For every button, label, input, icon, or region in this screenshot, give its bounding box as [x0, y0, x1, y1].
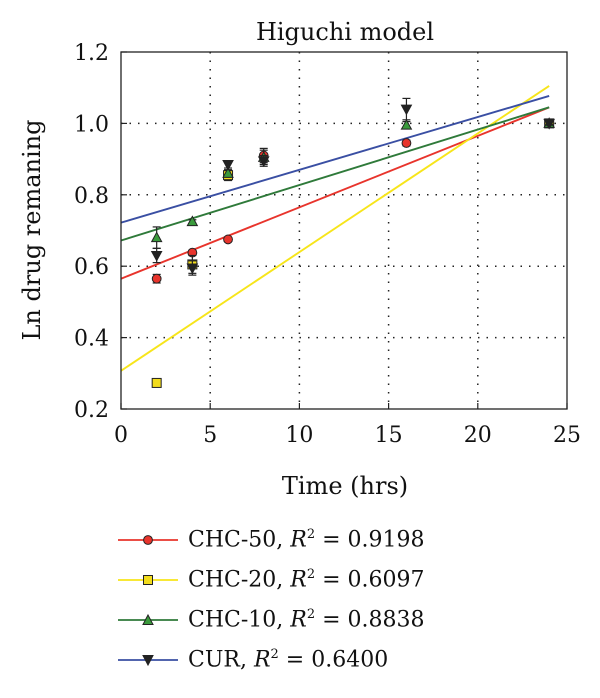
legend-label-cur: CUR, R2 = 0.6400 — [188, 647, 389, 673]
fit-lines — [120, 85, 550, 372]
data-point-cur — [257, 156, 270, 168]
fit-line-chc-50 — [120, 106, 550, 280]
legend-marker-cur — [142, 655, 154, 667]
data-point-cur — [222, 159, 234, 171]
legend-label-chc-20: CHC-20, R2 = 0.6097 — [188, 567, 425, 593]
data-point-chc-50 — [223, 234, 233, 245]
legend-item-cur: CUR, R2 = 0.6400 — [118, 640, 478, 680]
legend-sup-chc-10: 2 — [306, 607, 316, 623]
y-tick-label: 0.2 — [74, 398, 109, 423]
x-axis-label: Time (hrs) — [282, 472, 408, 500]
data-point-chc-10 — [222, 167, 234, 178]
legend-item-chc-10: CHC-10, R2 = 0.8838 — [118, 600, 478, 640]
legend-sup-cur: 2 — [270, 647, 279, 663]
y-axis-label: Ln drug remaning — [18, 119, 46, 340]
legend-marker-chc-10 — [142, 613, 154, 625]
legend-swatch-chc-10 — [118, 613, 178, 625]
fit-line-cur — [120, 95, 550, 224]
plot-frame — [120, 51, 568, 410]
legend-name-chc-50: CHC-50 — [188, 527, 277, 553]
x-tick-label: 5 — [203, 423, 217, 448]
grid-layer — [121, 52, 567, 409]
data-point-cur — [543, 118, 556, 130]
y-tick-label: 0.8 — [74, 184, 109, 209]
legend-item-chc-20: CHC-20, R2 = 0.6097 — [118, 560, 478, 600]
legend-r-chc-10: R — [290, 607, 307, 633]
legend-label-chc-50: CHC-50, R2 = 0.9198 — [188, 527, 425, 553]
data-point-chc-50 — [151, 273, 162, 284]
axis-ticks: 0 5 10 15 20 25 0.2 0.4 0.6 0.8 1.0 1.2 — [74, 41, 581, 448]
data-point-cur — [186, 263, 199, 275]
legend-r-chc-50: R — [290, 527, 307, 553]
higuchi-chart: Higuchi model 0 5 10 15 20 25 0.2 0.4 0.6 0.8 1.0 1… — [18, 18, 581, 500]
data-point-chc-10 — [150, 231, 163, 243]
legend-name-cur: CUR — [188, 647, 240, 673]
legend: CHC-50, R2 = 0.9198 CHC-20, R2 = 0.6097 … — [118, 520, 478, 680]
x-tick-label: 15 — [375, 423, 403, 448]
legend-name-chc-10: CHC-10 — [188, 607, 277, 633]
legend-item-chc-50: CHC-50, R2 = 0.9198 — [118, 520, 478, 560]
legend-sup-chc-20: 2 — [306, 567, 316, 583]
data-point-chc-10 — [186, 215, 199, 227]
data-point-chc-10 — [400, 118, 413, 130]
data-point-cur — [400, 104, 413, 116]
x-tick-label: 0 — [114, 423, 128, 448]
data-point-chc-20 — [151, 377, 162, 388]
data-point-cur — [150, 250, 163, 262]
legend-name-chc-20: CHC-20 — [188, 567, 277, 593]
legend-value-cur: = 0.6400 — [278, 647, 389, 673]
legend-swatch-chc-50 — [118, 535, 178, 545]
x-tick-label: 20 — [464, 423, 492, 448]
legend-value-chc-20: = 0.6097 — [315, 567, 425, 593]
legend-value-chc-10: = 0.8838 — [315, 607, 425, 633]
legend-sup-chc-50: 2 — [306, 527, 316, 543]
legend-r-chc-20: R — [290, 567, 307, 593]
data-point-chc-50 — [401, 138, 412, 148]
legend-swatch-cur — [118, 655, 178, 667]
legend-marker-chc-20 — [143, 575, 153, 585]
legend-value-chc-50: = 0.9198 — [315, 527, 425, 553]
y-tick-label: 0.6 — [74, 255, 109, 280]
legend-marker-chc-50 — [143, 535, 153, 545]
y-tick-label: 1.0 — [74, 112, 109, 137]
x-tick-label: 25 — [553, 423, 581, 448]
fit-line-chc-10 — [120, 106, 550, 242]
fit-line-chc-20 — [120, 85, 550, 372]
x-tick-label: 10 — [285, 423, 313, 448]
legend-label-chc-10: CHC-10, R2 = 0.8838 — [188, 607, 425, 633]
legend-r-cur: R — [253, 647, 271, 673]
y-tick-label: 0.4 — [74, 327, 109, 352]
legend-swatch-chc-20 — [118, 575, 178, 585]
y-tick-label: 1.2 — [74, 41, 109, 66]
chart-title: Higuchi model — [256, 18, 434, 46]
data-markers — [150, 97, 556, 388]
